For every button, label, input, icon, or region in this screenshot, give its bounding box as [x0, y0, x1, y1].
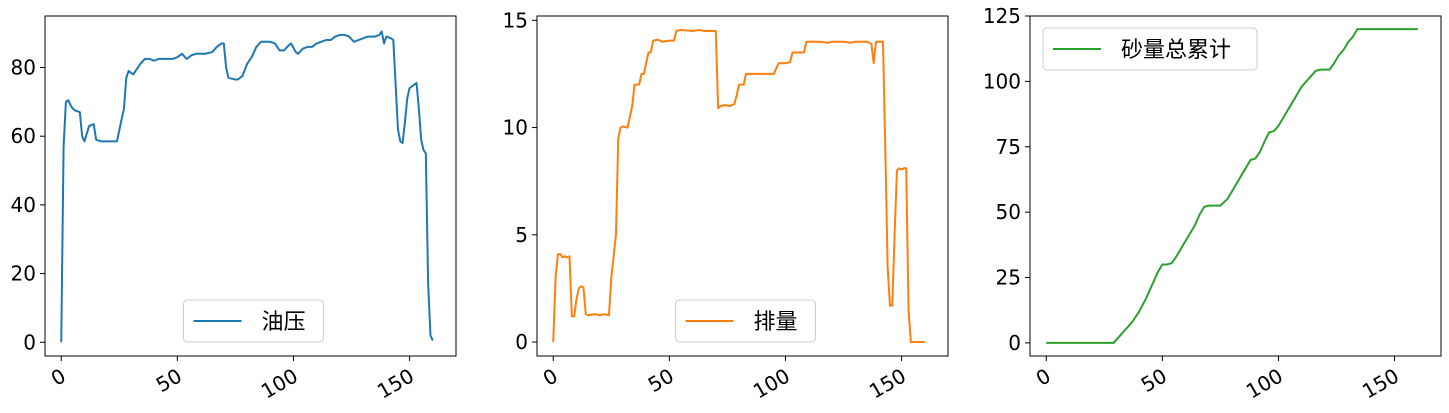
legend-box	[1042, 27, 1258, 71]
axes-frame	[1029, 15, 1442, 357]
legend-box	[183, 299, 324, 343]
x-tick-label: 100	[749, 364, 794, 404]
x-tick-label: 0	[539, 364, 562, 391]
series-line	[1046, 28, 1418, 344]
legend: 砂量总累计	[1042, 27, 1258, 71]
series-line	[552, 28, 925, 344]
y-tick-label: 100	[983, 69, 1021, 93]
x-tick-label: 50	[152, 364, 186, 398]
y-tick-label: 60	[11, 124, 36, 148]
x-tick-label: 50	[644, 364, 678, 398]
series-line	[60, 30, 434, 343]
legend: 油压	[183, 299, 324, 343]
legend-label: 油压	[262, 310, 306, 335]
x-tick-label: 100	[1242, 364, 1287, 404]
legend-label: 排量	[754, 310, 798, 335]
legend-label: 砂量总累计	[1121, 38, 1231, 63]
y-tick-label: 25	[996, 266, 1021, 290]
y-tick-label: 75	[996, 135, 1021, 159]
x-tick-label: 150	[865, 364, 910, 404]
x-tick-label: 100	[257, 364, 302, 404]
y-tick-label: 0	[1008, 331, 1021, 355]
axes-frame	[536, 15, 949, 357]
y-tick-label: 5	[515, 223, 528, 247]
x-tick-label: 50	[1137, 364, 1171, 398]
y-tick-label: 10	[503, 116, 528, 140]
legend-box	[675, 299, 816, 343]
y-tick-label: 15	[503, 8, 528, 32]
x-tick-label: 150	[373, 364, 418, 404]
x-tick-label: 0	[47, 364, 70, 391]
x-tick-label: 150	[1358, 364, 1403, 404]
chart-panel-3: 0 25 50 75 100 125 0 50 100 150 砂量总累计	[983, 4, 1442, 404]
x-tick-label: 0	[1032, 364, 1055, 391]
y-tick-label: 40	[11, 193, 36, 217]
y-tick-label: 0	[23, 330, 36, 354]
axes-frame	[44, 15, 457, 357]
y-tick-label: 80	[11, 56, 36, 80]
chart-panel-1: 0 20 40 60 80 0 50 100 150 油压	[11, 15, 457, 404]
y-tick-label: 20	[11, 262, 36, 286]
y-tick-label: 0	[515, 330, 528, 354]
legend: 排量	[675, 299, 816, 343]
y-tick-label: 125	[983, 4, 1021, 28]
y-tick-label: 50	[996, 200, 1021, 224]
